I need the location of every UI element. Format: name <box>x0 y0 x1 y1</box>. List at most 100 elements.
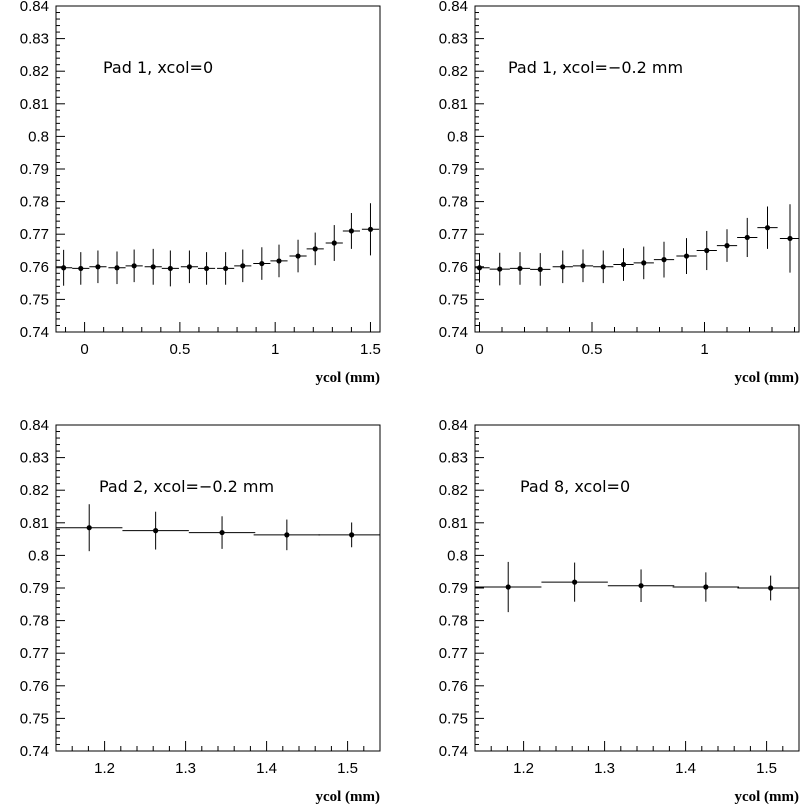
point-marker <box>167 265 173 272</box>
x-axis-label: ycol (mm) <box>734 370 799 386</box>
data-point <box>593 250 614 284</box>
point-marker <box>724 243 730 249</box>
y-tick-label: 0.74 <box>439 743 468 760</box>
data-point <box>180 250 198 284</box>
data-point <box>289 239 307 273</box>
data-point <box>607 569 675 603</box>
data-point <box>56 249 73 286</box>
pad-annotation: Pad 2, xcol=−0.2 mm <box>99 477 274 496</box>
y-tick-label: 0.82 <box>439 482 468 499</box>
data-point <box>475 253 490 283</box>
y-tick-label: 0.75 <box>20 291 49 308</box>
x-tick-label: 0.5 <box>582 341 603 358</box>
panel-4: 0.74 0.75 0.76 0.77 0.78 0.79 0.8 0.81 0.82 0.83 0… <box>439 417 800 805</box>
y-tick-label: 0.77 <box>20 226 49 243</box>
y-tick-label: 0.79 <box>20 161 49 178</box>
x-tick-label: 1.3 <box>594 760 615 777</box>
point-marker <box>131 263 137 269</box>
point-marker <box>78 265 84 272</box>
y-tick-label: 0.75 <box>439 291 468 308</box>
plot-frame <box>474 5 800 333</box>
plot-frame <box>55 5 381 333</box>
x-axis-label: ycol (mm) <box>315 789 380 805</box>
y-tick-label: 0.84 <box>20 0 49 15</box>
pad-annotation: Pad 8, xcol=0 <box>520 477 630 496</box>
data-point <box>161 250 179 287</box>
x-tick-label: 1.4 <box>675 760 696 777</box>
point-marker <box>572 579 578 585</box>
x-tick-label: 1.5 <box>756 760 777 777</box>
point-marker <box>505 584 511 590</box>
point-marker <box>683 253 690 259</box>
point-marker <box>641 260 647 266</box>
point-marker <box>219 529 225 536</box>
x-tick-label: 1 <box>271 341 279 358</box>
point-marker <box>768 585 774 591</box>
y-tick-label: 0.8 <box>28 547 49 564</box>
y-tick-label: 0.78 <box>20 194 49 211</box>
point-marker <box>186 264 193 270</box>
data-point <box>125 249 143 283</box>
point-marker <box>312 246 318 252</box>
x-axis-label: ycol (mm) <box>315 370 380 386</box>
y-tick-label: 0.84 <box>20 417 49 434</box>
y-tick-label: 0.79 <box>439 161 468 178</box>
point-marker <box>95 264 101 270</box>
data-point <box>188 516 256 549</box>
point-marker <box>86 525 92 531</box>
plot-frame <box>55 424 381 752</box>
point-marker <box>638 583 644 589</box>
point-marker <box>537 266 543 273</box>
data-point <box>633 246 654 280</box>
y-tick-label: 0.8 <box>28 128 49 145</box>
y-tick-label: 0.8 <box>447 128 468 145</box>
x-tick-label: 0.5 <box>169 341 190 358</box>
point-marker <box>203 265 210 272</box>
data-point <box>552 250 573 284</box>
data-point <box>361 203 380 256</box>
y-tick-label: 0.75 <box>439 710 468 727</box>
point-marker <box>349 532 355 538</box>
y-tick-label: 0.81 <box>439 96 468 113</box>
y-tick-label: 0.81 <box>20 96 49 113</box>
point-marker <box>331 240 337 246</box>
data-point <box>325 225 343 261</box>
point-marker <box>348 228 355 234</box>
y-tick-label: 0.78 <box>439 194 468 211</box>
data-point <box>672 572 740 602</box>
x-tick-label: 1.5 <box>337 760 358 777</box>
pad-annotation: Pad 1, xcol=−0.2 mm <box>508 58 683 77</box>
x-tick-label: 1.3 <box>175 760 196 777</box>
data-point <box>779 204 799 273</box>
x-tick-label: 0 <box>475 341 483 358</box>
data-point <box>144 248 162 285</box>
y-tick-label: 0.76 <box>20 259 49 276</box>
data-point <box>509 252 531 285</box>
data-point <box>253 519 321 551</box>
point-marker <box>497 266 503 272</box>
point-marker <box>580 263 586 269</box>
data-point <box>653 241 675 278</box>
point-marker <box>284 532 290 538</box>
y-tick-label: 0.82 <box>20 482 49 499</box>
y-tick-label: 0.84 <box>439 0 468 15</box>
point-marker <box>787 235 793 242</box>
x-tick-label: 1.4 <box>256 760 277 777</box>
point-marker <box>114 265 120 271</box>
y-tick-label: 0.79 <box>20 580 49 597</box>
point-marker <box>517 265 523 272</box>
point-marker <box>476 265 483 271</box>
y-tick-label: 0.83 <box>439 31 468 48</box>
x-tick-label: 1.2 <box>513 760 534 777</box>
point-marker <box>223 265 229 272</box>
y-tick-label: 0.83 <box>20 31 49 48</box>
data-point <box>613 248 634 281</box>
point-marker <box>600 264 606 270</box>
y-tick-label: 0.74 <box>20 743 49 760</box>
pad-annotation: Pad 1, xcol=0 <box>103 58 213 77</box>
data-point <box>676 238 697 274</box>
y-tick-label: 0.78 <box>20 613 49 630</box>
panel-2: 0.74 0.75 0.76 0.77 0.78 0.79 0.8 0.81 0.82 0.83 0… <box>439 0 800 386</box>
y-tick-label: 0.77 <box>439 645 468 662</box>
